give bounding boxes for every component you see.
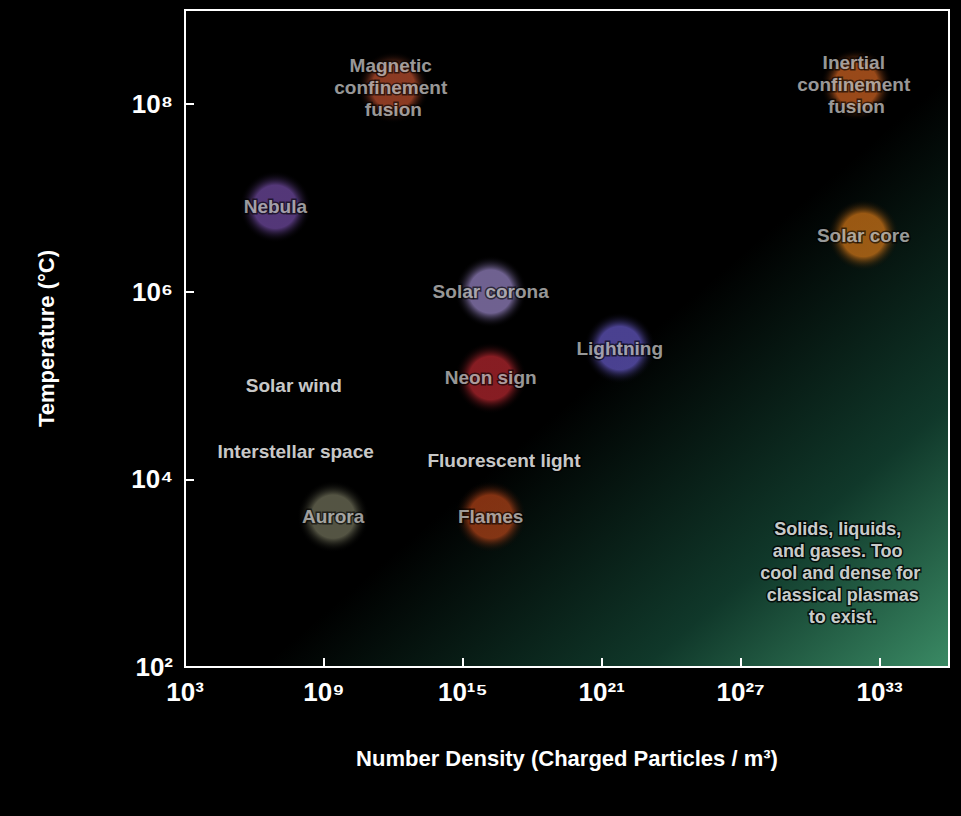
svg-text:cool and dense for: cool and dense for (760, 563, 920, 583)
svg-text:fusion: fusion (828, 96, 885, 117)
svg-text:Inertial: Inertial (823, 52, 891, 73)
svg-text:Solids, liquids,: Solids, liquids, (774, 519, 906, 539)
svg-text:Magnetic: Magnetic (350, 55, 438, 76)
svg-text:and gases. Too: and gases. Too (773, 541, 908, 561)
svg-text:confinement: confinement (797, 74, 915, 95)
svg-text:10⁹: 10⁹ (303, 677, 344, 707)
svg-text:Lightning: Lightning (576, 338, 663, 359)
svg-text:10²⁷: 10²⁷ (716, 677, 764, 707)
svg-text:Solar corona: Solar corona (433, 281, 550, 302)
svg-text:10¹⁵: 10¹⁵ (438, 677, 488, 707)
svg-text:10⁶: 10⁶ (132, 277, 173, 307)
svg-text:10⁸: 10⁸ (132, 89, 173, 119)
svg-text:Solar core: Solar core (817, 225, 910, 246)
svg-text:Fluorescent light: Fluorescent light (427, 450, 581, 471)
svg-text:fusion: fusion (365, 99, 422, 120)
svg-text:Temperature (°C): Temperature (°C) (34, 250, 59, 427)
svg-text:10⁴: 10⁴ (131, 464, 173, 494)
svg-text:10²¹: 10²¹ (579, 677, 625, 707)
svg-text:Nebula: Nebula (244, 196, 308, 217)
svg-text:Number Density (Charged Partic: Number Density (Charged Particles / m³) (356, 746, 778, 771)
svg-text:10³³: 10³³ (856, 677, 903, 707)
svg-text:10²: 10² (135, 652, 173, 682)
svg-text:Interstellar space: Interstellar space (217, 441, 373, 462)
svg-text:Solar wind: Solar wind (246, 375, 342, 396)
svg-text:confinement: confinement (334, 77, 452, 98)
svg-text:Neon sign: Neon sign (445, 367, 537, 388)
svg-text:Flames: Flames (458, 506, 523, 527)
svg-text:to exist.: to exist. (804, 607, 877, 627)
svg-text:Aurora: Aurora (302, 506, 365, 527)
svg-text:10³: 10³ (166, 677, 204, 707)
svg-text:classical plasmas: classical plasmas (762, 585, 919, 605)
